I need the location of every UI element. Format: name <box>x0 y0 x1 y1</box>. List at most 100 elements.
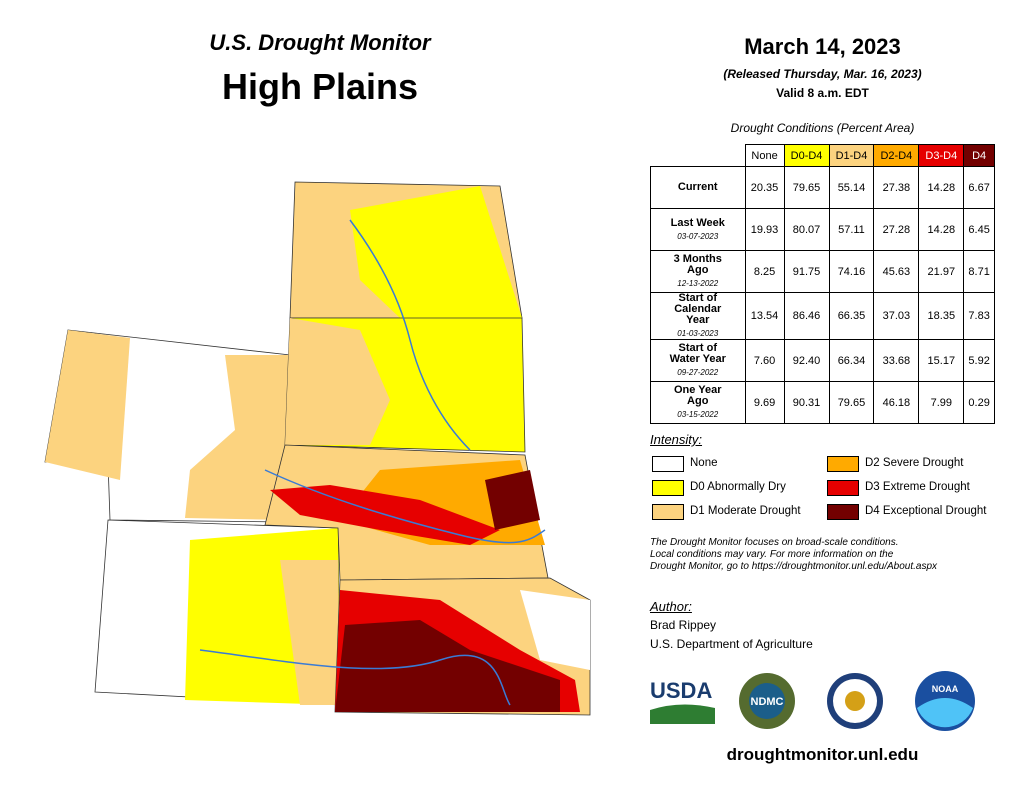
table-cell: 55.14 <box>828 166 875 209</box>
river <box>199 649 511 706</box>
row-date: 09-27-2022 <box>677 368 719 377</box>
legend-label: D3 Extreme Drought <box>865 481 970 493</box>
note-line: Drought Monitor, go to https://droughtmo… <box>650 561 938 572</box>
note: The Drought Monitor focuses on broad-sca… <box>650 537 937 573</box>
usda-swoosh <box>650 704 715 724</box>
author-org: U.S. Department of Agriculture <box>650 637 813 651</box>
table-cell: 20.35 <box>744 166 785 209</box>
logos: USDA NDMC NOAA <box>650 671 975 731</box>
row-label-cell: Start of Calendar Year 01-03-2023 <box>650 292 746 340</box>
legend-swatch <box>827 504 859 520</box>
table-row: 3 Months Ago 12-13-2022 8.25 91.75 74.16 45.6… <box>650 250 995 293</box>
table-cell: 14.28 <box>918 208 965 251</box>
table-cell: 8.71 <box>963 250 995 293</box>
table-cell: 27.38 <box>873 166 920 209</box>
url: droughtmonitor.unl.edu <box>726 745 919 764</box>
row-date: 03-15-2022 <box>677 410 719 419</box>
title: U.S. Drought Monitor <box>209 30 431 55</box>
legend-label: D0 Abnormally Dry <box>690 481 786 493</box>
column-header: D0-D4 <box>783 144 830 167</box>
table-row: Last Week 03-07-2023 19.93 80.07 57.11 27.28 1… <box>650 208 995 251</box>
table-cell: 66.34 <box>828 339 875 382</box>
row-label: One Year Ago <box>674 384 722 407</box>
table-cell: 7.83 <box>963 292 995 340</box>
released: (Released Thursday, Mar. 16, 2023) <box>723 67 922 81</box>
river <box>349 219 471 451</box>
table-cell: 45.63 <box>873 250 920 293</box>
table-cell: 79.65 <box>783 166 830 209</box>
note-line: Local conditions may vary. For more info… <box>650 549 894 560</box>
table-cell: 79.65 <box>828 381 875 424</box>
conditions-table: None D0-D4 D1-D4 D2-D4 D3-D4 D4 Current 20.35 79… <box>650 144 995 424</box>
legend-swatch <box>652 480 684 496</box>
row-label: Current <box>677 181 718 193</box>
date: March 14, 2023 <box>744 34 901 59</box>
table-cell: 8.25 <box>744 250 785 293</box>
table-cell: 14.28 <box>918 166 965 209</box>
table-cell: 57.11 <box>828 208 875 251</box>
table-cell: 91.75 <box>783 250 830 293</box>
row-label: 3 Months Ago <box>673 253 722 276</box>
legend-swatch <box>652 456 684 472</box>
table-cell: 74.16 <box>828 250 875 293</box>
ndmc-text: NDMC <box>751 696 784 708</box>
header-row: None D0-D4 D1-D4 D2-D4 D3-D4 D4 <box>650 144 995 167</box>
noaa-text: NOAA <box>932 684 959 694</box>
drought-area <box>185 355 290 520</box>
table-cell: 33.68 <box>873 339 920 382</box>
drought-area <box>520 590 590 670</box>
table-cell: 15.17 <box>918 339 965 382</box>
table-cell: 86.46 <box>783 292 830 340</box>
author-name: Brad Rippey <box>650 618 717 632</box>
table-row: Current 20.35 79.65 55.14 27.38 14.28 6.67 <box>650 166 995 209</box>
row-date: 03-07-2023 <box>677 231 719 241</box>
drought-area <box>350 186 522 318</box>
corner-cell <box>650 144 746 167</box>
row-label: Start of Water Year <box>669 342 726 365</box>
column-header: D3-D4 <box>918 144 965 167</box>
table-cell: 19.93 <box>744 208 785 251</box>
table-cell: 66.35 <box>828 292 875 340</box>
legend-label: D2 Severe Drought <box>865 457 964 469</box>
row-label-cell: One Year Ago 03-15-2022 <box>650 381 746 424</box>
river <box>264 469 546 544</box>
legend-swatch <box>827 480 859 496</box>
row-label: Start of Calendar Year <box>674 292 722 326</box>
row-label-cell: Start of Water Year 09-27-2022 <box>650 339 746 382</box>
row-date: 12-13-2022 <box>677 279 719 288</box>
table-cell: 0.29 <box>963 381 995 424</box>
table-cell: 80.07 <box>783 208 830 251</box>
column-header: D4 <box>963 144 995 167</box>
table-cell: 27.28 <box>873 208 920 251</box>
table-cell: 5.92 <box>963 339 995 382</box>
table-cell: 13.54 <box>744 292 785 340</box>
legend-title: Intensity: <box>650 432 703 447</box>
drought-area <box>285 318 390 445</box>
legend-swatch <box>827 456 859 472</box>
row-label: Last Week <box>670 216 725 229</box>
row-date: 01-03-2023 <box>677 329 719 338</box>
row-label-cell: Last Week 03-07-2023 <box>650 208 746 251</box>
drought-area <box>485 470 540 530</box>
map <box>44 181 591 716</box>
table-cell: 37.03 <box>873 292 920 340</box>
table-cell: 6.67 <box>963 166 995 209</box>
table-row: One Year Ago 03-15-2022 9.69 90.31 79.65 46.1… <box>650 381 995 424</box>
drought-area <box>45 330 130 480</box>
legend-label: None <box>690 457 718 469</box>
table-cell: 46.18 <box>873 381 920 424</box>
table-cell: 7.60 <box>744 339 785 382</box>
note-line: The Drought Monitor focuses on broad-sca… <box>650 537 899 548</box>
table-cell: 6.45 <box>963 208 995 251</box>
table-cell: 90.31 <box>783 381 830 424</box>
row-label-cell: Current <box>650 166 746 209</box>
table-cell: 92.40 <box>783 339 830 382</box>
legend-label: D1 Moderate Drought <box>690 505 801 517</box>
doc-eagle <box>845 691 865 711</box>
table-row: Start of Water Year 09-27-2022 7.60 92.40 66… <box>650 339 995 382</box>
table-caption: Drought Conditions (Percent Area) <box>730 121 915 135</box>
valid: Valid 8 a.m. EDT <box>776 86 869 100</box>
legend-label: D4 Exceptional Drought <box>865 505 987 517</box>
drought-area <box>280 560 340 705</box>
